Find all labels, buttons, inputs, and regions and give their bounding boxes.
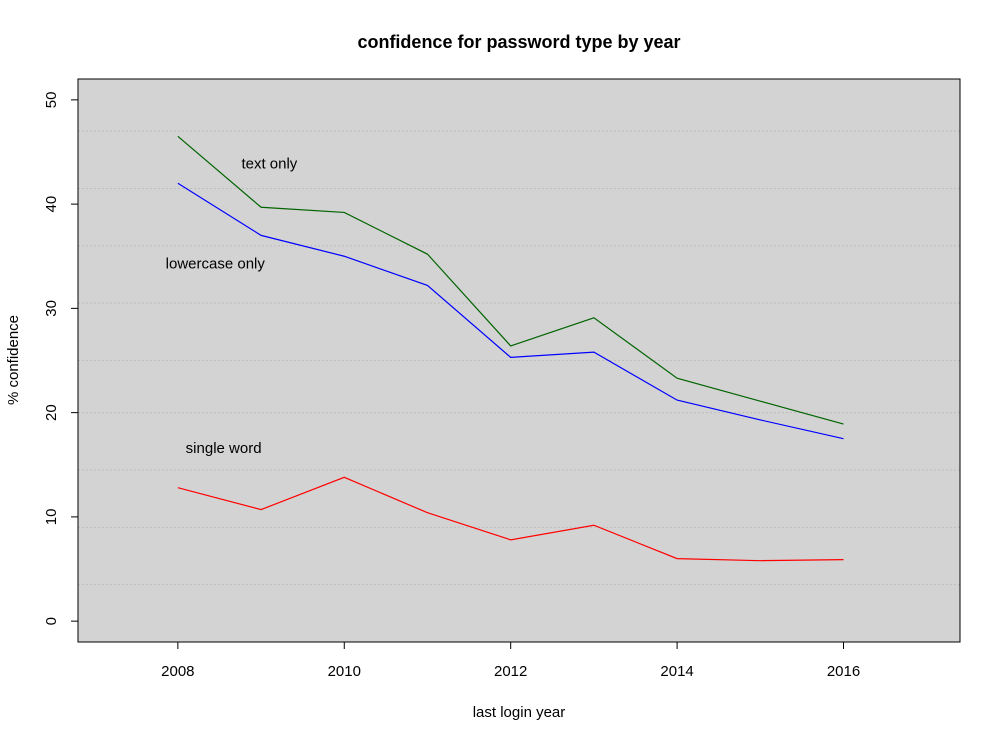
x-tick-label: 2012 <box>494 663 527 680</box>
grid-lines <box>78 130 960 586</box>
y-tick-label: 10 <box>43 509 60 526</box>
chart-title: confidence for password type by year <box>357 32 680 52</box>
x-tick-label: 2010 <box>328 663 361 680</box>
series-line-2 <box>177 182 844 440</box>
y-tick-label: 50 <box>43 92 60 109</box>
annotation-label: single word <box>186 440 262 457</box>
y-tick-label: 40 <box>43 196 60 213</box>
x-axis: 2008 2010 2012 2014 2016 <box>161 641 860 680</box>
x-axis-label: last login year <box>473 704 566 721</box>
series-line-1 <box>177 135 844 425</box>
annotation-label: text only <box>241 155 297 172</box>
series-line-3 <box>177 476 844 562</box>
x-tick-label: 2008 <box>161 663 194 680</box>
y-tick-label: 30 <box>43 300 60 317</box>
annotations: text only lowercase only single word <box>166 155 298 457</box>
y-axis: 0 10 20 30 40 50 <box>43 92 79 625</box>
y-tick-label: 20 <box>43 404 60 421</box>
y-tick-label: 0 <box>43 617 60 625</box>
y-axis-label: % confidence <box>5 315 22 405</box>
x-tick-label: 2016 <box>827 663 860 680</box>
annotation-label: lowercase only <box>166 256 266 273</box>
x-tick-label: 2014 <box>660 663 693 680</box>
series-lines <box>177 135 844 562</box>
